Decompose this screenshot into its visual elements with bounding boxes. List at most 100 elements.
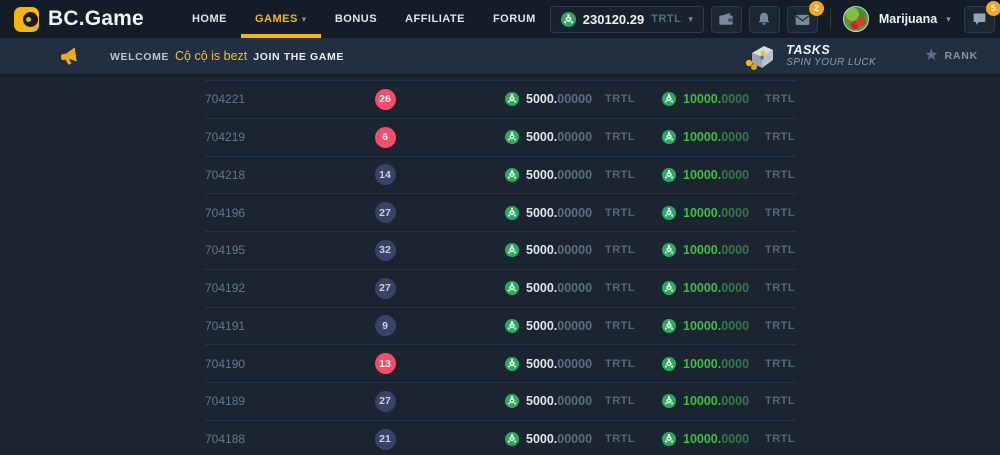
table-row[interactable]: 704218 14 5000.00000 TRTL 10000.0000 TRT… — [205, 155, 797, 194]
profit-amount-frac: 0000 — [721, 318, 750, 333]
table-row[interactable]: 704196 27 5000.00000 TRTL 10000.0000 TRT… — [205, 193, 797, 231]
mail-icon — [795, 14, 810, 25]
bcgame-logo-icon — [14, 6, 39, 32]
rank-label: RANK — [944, 50, 978, 62]
balance-currency: TRTL — [651, 13, 682, 25]
bet-amount: 5000.00000 — [505, 430, 595, 448]
profit-currency: TRTL — [765, 395, 796, 408]
table-row[interactable]: 704189 27 5000.00000 TRTL 10000.0000 TRT… — [205, 382, 797, 420]
nav-item-bonus[interactable]: BONUS — [321, 0, 391, 38]
trtl-coin-icon — [505, 356, 519, 371]
trtl-coin-icon — [505, 281, 519, 296]
result-badge: 27 — [374, 390, 396, 412]
wallet-button[interactable] — [710, 5, 742, 33]
nav-item-label: FORUM — [492, 13, 536, 25]
bet-amount-frac: 00000 — [557, 205, 593, 220]
bet-amount-main: 5000. — [526, 318, 558, 333]
profit-currency: TRTL — [765, 168, 796, 181]
username[interactable]: Marijuana — [878, 12, 938, 26]
divider — [829, 9, 831, 29]
profit-amount-frac: 0000 — [721, 92, 750, 107]
bet-currency: TRTL — [605, 93, 636, 106]
table-row[interactable]: 704195 32 5000.00000 TRTL 10000.0000 TRT… — [205, 231, 797, 269]
nav-item-label: GAMES — [254, 13, 298, 25]
trtl-coin-icon — [505, 205, 519, 220]
nav-item-label: AFFILIATE — [405, 13, 465, 25]
bet-amount-main: 5000. — [526, 432, 558, 447]
welcome-message[interactable]: WELCOME Cộ cộ is bezt JOIN THE GAME — [110, 49, 344, 63]
table-row[interactable]: 704191 9 5000.00000 TRTL 10000.0000 TRTL — [205, 306, 797, 345]
bet-amount-frac: 00000 — [557, 92, 593, 107]
table-row[interactable]: 704190 13 5000.00000 TRTL 10000.0000 TRT… — [205, 344, 797, 382]
bet-id: 704192 — [205, 281, 246, 296]
mail-button[interactable]: 2 — [786, 0, 824, 33]
trtl-coin-icon — [662, 356, 676, 371]
notifications-button[interactable] — [748, 5, 780, 33]
table-row[interactable]: 704188 21 5000.00000 TRTL 10000.0000 TRT… — [205, 419, 797, 455]
banner-right: TASKS SPIN YOUR LUCK ★ RANK — [742, 41, 984, 71]
table-row[interactable]: 704219 6 5000.00000 TRTL 10000.0000 TRTL — [205, 117, 797, 156]
bet-amount-frac: 00000 — [557, 356, 593, 371]
table-row[interactable]: 704192 27 5000.00000 TRTL 10000.0000 TRT… — [205, 268, 797, 307]
nav-item-affiliate[interactable]: AFFILIATE — [391, 0, 479, 38]
profit-currency: TRTL — [765, 282, 796, 295]
tasks-subtitle: SPIN YOUR LUCK — [786, 57, 877, 69]
bet-amount: 5000.00000 — [505, 128, 595, 146]
tasks-shortcut[interactable]: TASKS SPIN YOUR LUCK — [742, 41, 876, 71]
table-row[interactable]: 704221 26 5000.00000 TRTL 10000.0000 TRT… — [205, 80, 797, 118]
profit-amount: 10000.0000 — [662, 279, 757, 297]
profit-amount: 10000.0000 — [662, 317, 757, 335]
profit-amount-frac: 0000 — [721, 243, 750, 258]
bet-currency: TRTL — [605, 168, 636, 181]
bet-currency: TRTL — [605, 244, 636, 257]
bet-id: 704196 — [205, 205, 246, 220]
profit-amount-frac: 0000 — [721, 432, 750, 447]
bet-amount-main: 5000. — [526, 167, 558, 182]
rank-shortcut[interactable]: ★ RANK — [924, 48, 978, 64]
nav-item-forum[interactable]: FORUM — [479, 0, 550, 38]
result-badge: 21 — [374, 428, 396, 450]
trtl-coin-icon — [662, 205, 676, 220]
bet-amount-main: 5000. — [526, 130, 558, 145]
nav-item-games[interactable]: GAMES ▾ — [241, 0, 321, 38]
welcome-prefix: WELCOME — [110, 51, 170, 63]
bet-id: 704190 — [205, 356, 246, 371]
profit-amount: 10000.0000 — [662, 204, 757, 222]
bet-id: 704191 — [205, 318, 246, 333]
bet-id: 704218 — [205, 167, 246, 182]
profit-amount-main: 10000. — [683, 394, 722, 409]
profit-amount: 10000.0000 — [662, 166, 757, 184]
trtl-coin-icon — [505, 394, 519, 409]
avatar[interactable] — [842, 6, 869, 32]
bet-amount: 5000.00000 — [505, 241, 595, 259]
profit-amount: 10000.0000 — [662, 355, 757, 373]
profit-amount-frac: 0000 — [721, 130, 750, 145]
profit-amount-main: 10000. — [683, 92, 722, 107]
result-badge: 26 — [374, 88, 396, 110]
profit-amount: 10000.0000 — [662, 90, 757, 108]
bet-amount: 5000.00000 — [505, 355, 595, 373]
result-badge: 27 — [374, 277, 396, 299]
bet-amount-frac: 00000 — [557, 243, 593, 258]
nav-item-home[interactable]: HOME — [178, 0, 241, 38]
profit-currency: TRTL — [765, 319, 796, 332]
profit-amount-frac: 0000 — [721, 394, 750, 409]
bet-amount-main: 5000. — [526, 92, 558, 107]
bet-amount-main: 5000. — [526, 243, 558, 258]
trtl-coin-icon — [662, 318, 676, 333]
chevron-down-icon: ▾ — [946, 13, 951, 24]
brand[interactable]: BC.Game — [14, 6, 144, 32]
bet-amount-main: 5000. — [526, 281, 558, 296]
nav-item-label: BONUS — [334, 13, 378, 25]
balance-selector[interactable]: 230120.29 TRTL ▾ — [549, 5, 704, 33]
main-menu: HOME GAMES ▾ BONUS AFFILIATE FORUM — [178, 0, 550, 38]
tasks-title: TASKS — [786, 43, 831, 58]
trtl-coin-icon — [662, 432, 676, 447]
bet-id: 704189 — [205, 394, 246, 409]
trtl-coin-icon — [505, 130, 519, 145]
bet-amount: 5000.00000 — [505, 204, 595, 222]
profit-currency: TRTL — [765, 357, 796, 370]
trtl-coin-icon — [505, 92, 519, 107]
chat-button[interactable]: 5 — [963, 0, 1000, 33]
brand-text: BC.Game — [48, 7, 144, 30]
